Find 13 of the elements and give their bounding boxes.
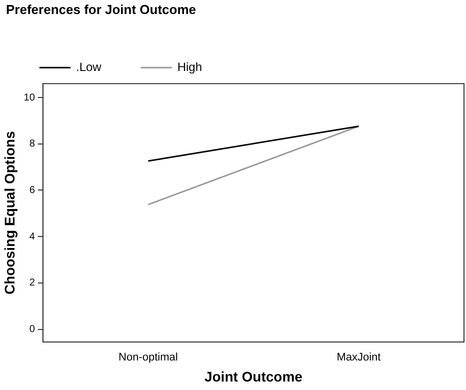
- y-tick-label: 10: [24, 92, 36, 104]
- y-axis-title: Choosing Equal Options: [1, 130, 18, 294]
- x-tick-label: MaxJoint: [336, 352, 381, 364]
- x-tick-label: Non-optimal: [118, 352, 178, 364]
- legend-label: .Low: [76, 60, 102, 74]
- y-tick-label: 6: [29, 184, 36, 196]
- y-tick-label: 4: [29, 231, 36, 242]
- legend-label: High: [177, 60, 202, 74]
- legend-title: Preferences for Joint Outcome: [6, 2, 196, 18]
- x-axis-title: Joint Outcome: [204, 368, 303, 384]
- y-tick-label: 2: [29, 278, 36, 289]
- y-tick-label: 8: [29, 138, 36, 150]
- y-tick-label: 0: [29, 324, 36, 336]
